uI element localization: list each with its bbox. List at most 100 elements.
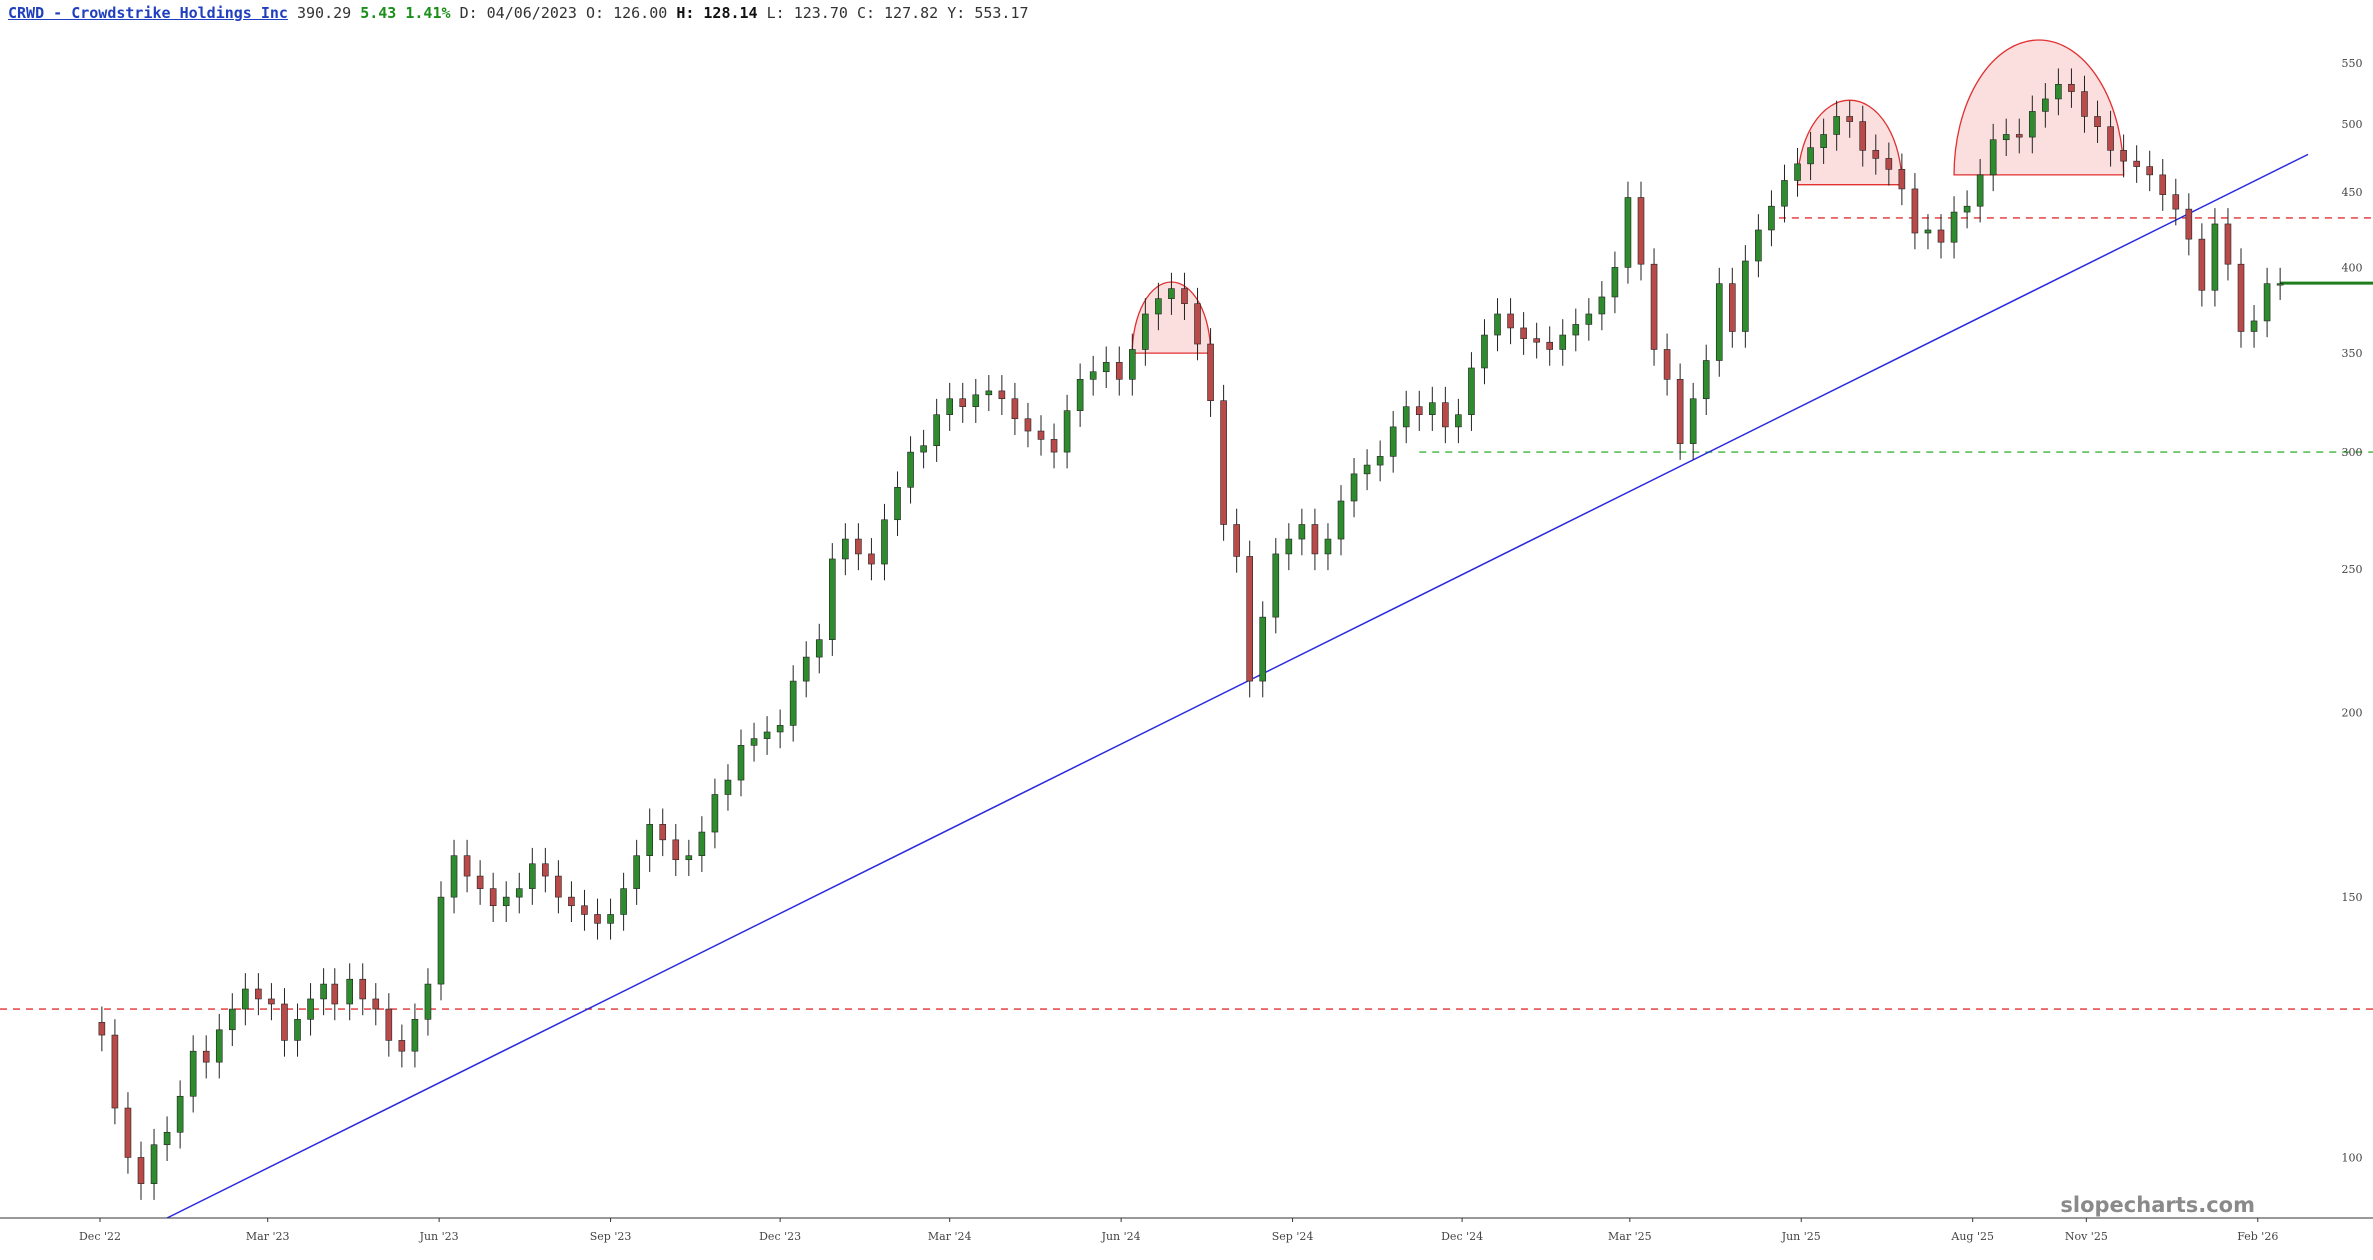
candle [959, 382, 967, 423]
candle [228, 993, 236, 1047]
high-label: H: [676, 4, 695, 22]
axes: 100 150 200 250 300 350 400 450 500 550 Dec '22 Mar… [0, 57, 2373, 1243]
candle [789, 665, 797, 742]
candle [111, 1019, 119, 1125]
candle [1924, 214, 1932, 250]
low-value: 123.70 [793, 4, 848, 22]
candle [1168, 272, 1175, 315]
candle [2263, 267, 2271, 338]
x-tick-label: Sep '24 [1272, 1230, 1314, 1243]
close-label: C: [856, 4, 875, 22]
candle [1729, 267, 1736, 348]
candle [972, 378, 980, 423]
candle [1429, 386, 1436, 431]
candle [1024, 402, 1032, 448]
candle [2042, 83, 2049, 128]
candle [2250, 305, 2258, 348]
candle [1650, 248, 1658, 366]
candle [842, 523, 849, 576]
date-label: D: [459, 4, 478, 22]
candle [242, 973, 249, 1026]
x-tick-label: Dec '22 [79, 1230, 121, 1243]
candle [542, 847, 549, 893]
candle [581, 889, 588, 931]
candle [1742, 245, 1749, 348]
candle [985, 375, 993, 412]
candle [1063, 394, 1071, 469]
candle [881, 503, 888, 581]
candle [1976, 159, 1984, 223]
candle [450, 839, 458, 914]
candle [1194, 287, 1201, 361]
x-tick-label: Dec '23 [759, 1230, 801, 1243]
candle [320, 968, 327, 1016]
x-tick-label: Jun '24 [1101, 1230, 1141, 1243]
candle [568, 881, 575, 922]
rounded-top-3 [1954, 40, 2124, 175]
candle [1859, 105, 1867, 167]
candle [685, 839, 693, 876]
candle [2068, 68, 2075, 108]
candle [372, 983, 380, 1026]
candle [2081, 75, 2088, 133]
candle [2224, 208, 2232, 281]
symbol-link[interactable]: CRWD - Crowdstrike Holdings Inc [8, 4, 288, 22]
candle [346, 963, 353, 1021]
candle [607, 898, 614, 940]
candle [1872, 134, 1880, 175]
high-value: 128.14 [703, 4, 758, 22]
candle [894, 471, 901, 536]
candle [150, 1128, 158, 1200]
candle [933, 398, 940, 462]
candle [868, 538, 875, 581]
price-change-pct: 1.41% [405, 4, 451, 22]
candle [2094, 100, 2101, 143]
horizontal-levels [0, 217, 2373, 1010]
candle [124, 1092, 132, 1174]
open-value: 126.00 [613, 4, 668, 22]
last-price: 390.29 [297, 4, 352, 22]
candle [1037, 415, 1045, 456]
candle [1520, 312, 1527, 355]
low-label: L: [766, 4, 785, 22]
candle [815, 623, 823, 674]
candle [1259, 601, 1267, 698]
ytd-label: Y: [947, 4, 966, 22]
candle [385, 993, 393, 1057]
candle [268, 983, 275, 1021]
candle [1663, 333, 1671, 396]
candle [163, 1116, 171, 1161]
candle [489, 872, 497, 922]
candle [1794, 147, 1801, 197]
x-tick-label: Dec '24 [1441, 1230, 1483, 1243]
candle [620, 872, 627, 931]
candle [1442, 386, 1449, 444]
y-tick-label: 400 [2342, 261, 2363, 274]
candle [2055, 68, 2062, 116]
candle [737, 729, 745, 797]
y-tick-label: 450 [2342, 186, 2363, 199]
price-change: 5.43 [360, 4, 397, 22]
candle [1885, 142, 1893, 186]
candle [1989, 123, 1997, 192]
candle [411, 1003, 419, 1068]
candle [750, 722, 758, 762]
candle [1246, 540, 1253, 698]
candle [555, 860, 562, 914]
candle [255, 973, 262, 1016]
y-tick-label: 500 [2342, 118, 2363, 131]
candle [1076, 363, 1084, 427]
candle [659, 808, 667, 857]
candle [1115, 346, 1123, 396]
candle [1507, 298, 1514, 345]
candle [1898, 153, 1906, 206]
candle [424, 968, 432, 1036]
candle [1637, 181, 1645, 281]
candle [1846, 100, 1853, 138]
y-tick-label: 200 [2342, 706, 2363, 719]
candle [1324, 523, 1332, 571]
candle [331, 968, 339, 1021]
quote-header: CRWD - Crowdstrike Holdings Inc 390.29 5… [8, 2, 1029, 24]
candle [2002, 118, 2010, 156]
